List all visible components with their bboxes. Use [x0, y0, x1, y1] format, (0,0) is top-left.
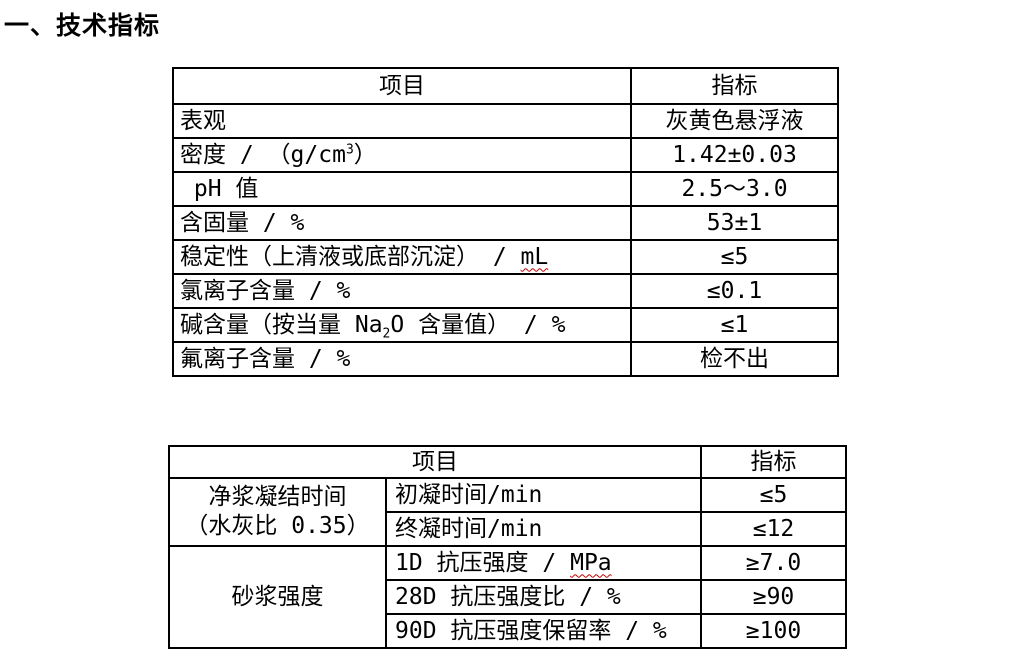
cell-text: 1D 抗压强度 /	[395, 549, 571, 576]
value-cell: ≤0.1	[630, 273, 839, 309]
cell-text: ）	[353, 141, 377, 168]
group-label-cell: 净浆凝结时间 （水灰比 0.35）	[168, 477, 387, 547]
item-cell: pH 值	[172, 171, 632, 207]
table1-row: 氟离子含量 / % 检不出	[172, 341, 839, 377]
table2-header-value: 指标	[700, 445, 847, 479]
table1-row: 表观 灰黄色悬浮液	[172, 103, 839, 139]
item-cell: 稳定性（上清液或底部沉淀） / mL	[172, 239, 632, 275]
value-cell: 灰黄色悬浮液	[630, 103, 839, 139]
table1-row: pH 值 2.5～3.0	[172, 171, 839, 207]
misspelled-word: mL	[520, 243, 549, 270]
technical-indicators-table-2: 项目 指标 净浆凝结时间 （水灰比 0.35） 初凝时间/min ≤5 终凝时间/mi…	[168, 445, 847, 649]
item-cell: 氟离子含量 / %	[172, 341, 632, 377]
table2-row: 终凝时间/min ≤12	[169, 511, 847, 547]
table1-header-row: 项目 指标	[172, 67, 839, 105]
value-cell: ≥100	[700, 613, 847, 649]
item-cell: 含固量 / %	[172, 205, 632, 241]
cell-text: 表观	[180, 107, 226, 134]
cell-text: O 含量值） / %	[390, 311, 566, 338]
group-label-cell: 砂浆强度	[168, 545, 387, 649]
table2-row: 28D 抗压强度比 / % ≥90	[169, 579, 847, 615]
cell-text: 初凝时间/min	[395, 481, 543, 508]
value-cell: 检不出	[630, 341, 839, 377]
table2-row: 砂浆强度 1D 抗压强度 / MPa ≥7.0	[168, 545, 847, 649]
item-cell: 碱含量（按当量 Na2O 含量值） / %	[172, 307, 632, 343]
value-cell: 1.42±0.03	[630, 137, 839, 173]
cell-text: 碱含量（按当量 Na	[180, 311, 383, 338]
value-cell: 53±1	[630, 205, 839, 241]
item-cell: 氯离子含量 / %	[172, 273, 632, 309]
item-cell: 终凝时间/min	[385, 511, 702, 547]
cell-text: 90D 抗压强度保留率 / %	[395, 617, 667, 644]
technical-indicators-table-1: 项目 指标 表观 灰黄色悬浮液 密度 / （g/cm3） 1.42±0.03 pH 值…	[172, 67, 839, 377]
value-cell: ≤1	[630, 307, 839, 343]
table1-row: 含固量 / % 53±1	[172, 205, 839, 241]
subscript-text: 2	[382, 326, 391, 342]
cell-text: 终凝时间/min	[395, 515, 543, 542]
cell-text: 密度 / （g/cm	[180, 141, 346, 168]
value-cell: 2.5～3.0	[630, 171, 839, 207]
misspelled-word: MPa	[570, 549, 612, 576]
value-cell: ≥7.0	[700, 545, 847, 581]
table2-header-item: 项目	[168, 445, 702, 479]
table1-header-item: 项目	[172, 67, 632, 105]
cell-text: 氟离子含量 / %	[180, 345, 351, 372]
cell-text: 氯离子含量 / %	[180, 277, 351, 304]
cell-text: 28D 抗压强度比 / %	[395, 583, 621, 610]
item-cell: 90D 抗压强度保留率 / %	[385, 613, 702, 649]
table1-row: 密度 / （g/cm3） 1.42±0.03	[172, 137, 839, 173]
value-cell: ≤12	[700, 511, 847, 547]
table2-header-row: 项目 指标	[168, 445, 847, 479]
item-cell: 初凝时间/min	[385, 477, 702, 513]
cell-text: 含固量 / %	[180, 209, 305, 236]
value-cell: ≤5	[630, 239, 839, 275]
table2-row: 90D 抗压强度保留率 / % ≥100	[169, 613, 847, 649]
item-cell: 1D 抗压强度 / MPa	[385, 545, 702, 581]
table2-row: 净浆凝结时间 （水灰比 0.35） 初凝时间/min ≤5	[168, 477, 847, 547]
cell-text: 稳定性（上清液或底部沉淀） /	[180, 243, 521, 270]
table1-row: 氯离子含量 / % ≤0.1	[172, 273, 839, 309]
item-cell: 表观	[172, 103, 632, 139]
cell-text: pH 值	[180, 175, 259, 202]
section-heading: 一、技术指标	[4, 11, 161, 40]
table1-row: 碱含量（按当量 Na2O 含量值） / % ≤1	[172, 307, 839, 343]
value-cell: ≤5	[700, 477, 847, 513]
superscript-text: 3	[345, 141, 354, 157]
value-cell: ≥90	[700, 579, 847, 615]
table1-row: 稳定性（上清液或底部沉淀） / mL ≤5	[172, 239, 839, 275]
item-cell: 密度 / （g/cm3）	[172, 137, 632, 173]
table1-header-value: 指标	[630, 67, 839, 105]
item-cell: 28D 抗压强度比 / %	[385, 579, 702, 615]
